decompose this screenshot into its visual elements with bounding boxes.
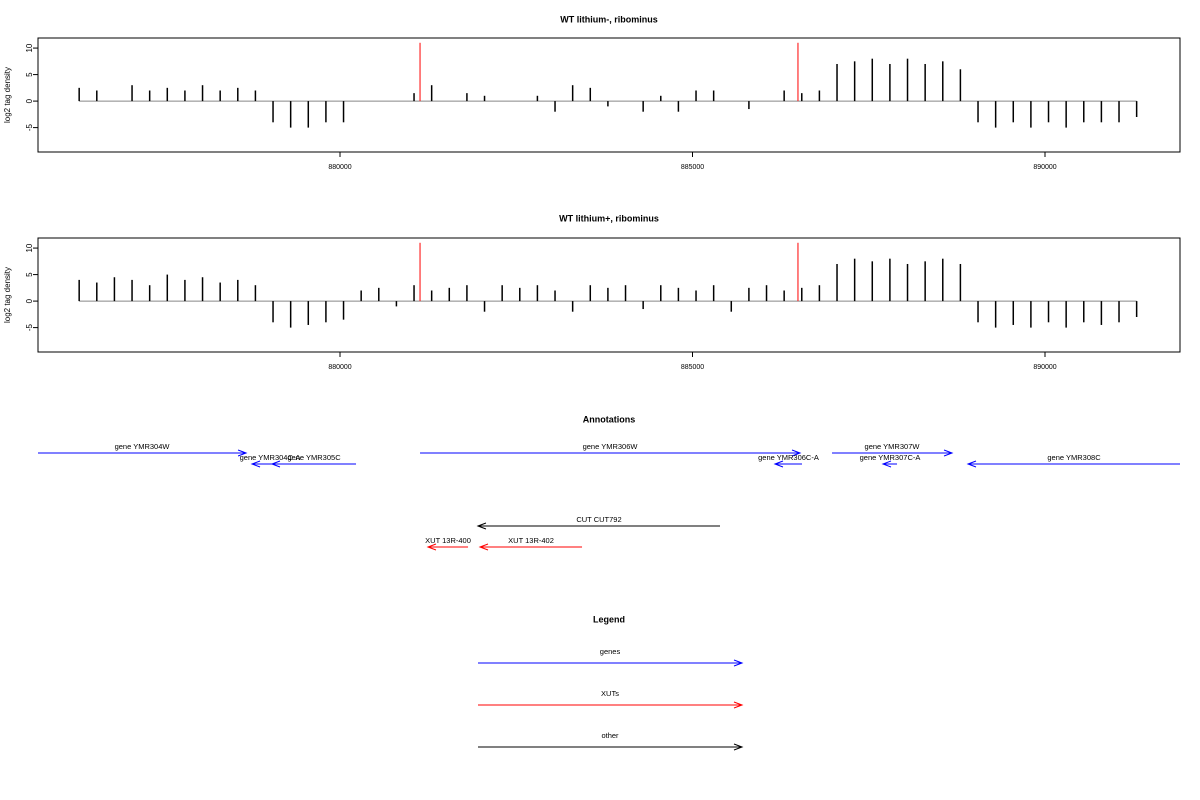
feature-label: XUT 13R-400: [425, 536, 471, 545]
feature-label: gene YMR304W: [115, 442, 171, 451]
feature-label: XUT 13R-402: [508, 536, 554, 545]
feature-label: gene YMR307C-A: [860, 453, 921, 462]
feature-arrow: [832, 449, 954, 457]
feature-arrow: [773, 460, 802, 468]
legend-title: Legend: [593, 614, 625, 624]
feature-arrow: [420, 449, 802, 457]
y-tick-label: 5: [25, 272, 34, 277]
y-tick-label: -5: [25, 124, 34, 132]
annotations-title: Annotations: [583, 414, 636, 424]
feature-arrow: [38, 449, 248, 457]
feature-arrow: [478, 659, 744, 667]
plot-frame: [37, 237, 1181, 353]
x-tick-label: 890000: [1033, 364, 1056, 371]
feature-label: gene YMR305C: [287, 453, 341, 462]
x-tick-label: 890000: [1033, 164, 1056, 171]
x-tick-label: 880000: [328, 164, 351, 171]
feature-label: gene YMR306C-A: [758, 453, 819, 462]
feature-label: gene YMR306W: [583, 442, 639, 451]
arrow-part: [733, 701, 744, 709]
y-axis-label: log2 tag density: [3, 67, 12, 123]
arrow-part: [773, 460, 784, 468]
x-tick-label: 880000: [328, 364, 351, 371]
feature-label: gene YMR304C-A: [240, 453, 301, 462]
arrow-part: [237, 449, 248, 457]
y-tick-label: -5: [25, 324, 34, 332]
arrow-part: [733, 743, 744, 751]
feature-arrow: [478, 543, 583, 551]
chart-title: WT lithium-, ribominus: [560, 14, 658, 24]
feature-arrow: [478, 701, 744, 709]
legend-label: other: [601, 731, 619, 740]
y-tick-label: 5: [25, 72, 34, 77]
arrow-part: [733, 659, 744, 667]
legend-label: genes: [600, 647, 621, 656]
y-axis-label: log2 tag density: [3, 267, 12, 323]
arrow-part: [478, 543, 489, 551]
feature-arrow: [270, 460, 357, 468]
feature-label: gene YMR307W: [865, 442, 921, 451]
arrow-part: [426, 543, 437, 551]
feature-arrow: [478, 743, 744, 751]
y-tick-label: 10: [25, 43, 34, 52]
arrow-part: [943, 449, 954, 457]
legend-label: XUTs: [601, 689, 619, 698]
arrow-part: [966, 460, 977, 468]
plot-frame: [37, 37, 1181, 153]
arrow-part: [270, 460, 281, 468]
arrow-part: [476, 522, 487, 530]
y-tick-label: 0: [25, 98, 34, 103]
feature-arrow: [881, 460, 898, 468]
y-tick-label: 0: [25, 298, 34, 303]
x-tick-label: 885000: [681, 364, 704, 371]
y-tick-label: 10: [25, 243, 34, 252]
chart-title: WT lithium+, ribominus: [559, 213, 659, 223]
feature-label: gene YMR308C: [1047, 453, 1101, 462]
arrow-part: [881, 460, 892, 468]
feature-arrow: [426, 543, 469, 551]
arrow-part: [791, 449, 802, 457]
x-tick-label: 885000: [681, 164, 704, 171]
arrow-part: [250, 460, 261, 468]
feature-arrow: [966, 460, 1180, 468]
feature-arrow: [476, 522, 720, 530]
feature-label: CUT CUT792: [576, 515, 621, 524]
